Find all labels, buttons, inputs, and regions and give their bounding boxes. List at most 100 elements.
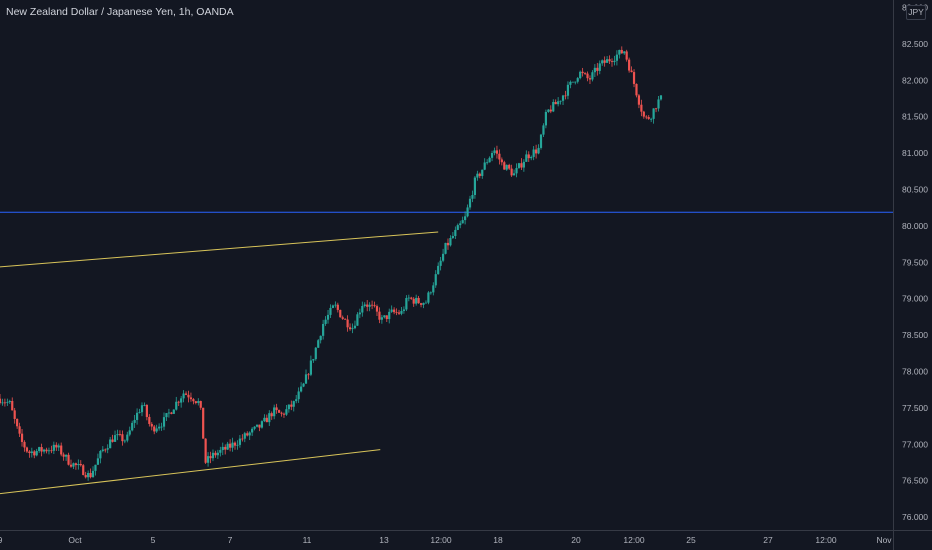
candle-body <box>564 95 567 97</box>
candle-body <box>182 393 185 399</box>
candle <box>116 429 119 441</box>
candle <box>620 46 623 54</box>
candle-body <box>419 303 423 305</box>
candle-body <box>510 168 513 176</box>
candle-body <box>373 305 376 307</box>
trendline-upper-channel[interactable] <box>0 231 439 268</box>
candle <box>216 449 219 459</box>
candle <box>265 414 268 423</box>
candle <box>522 159 525 172</box>
candle-body <box>106 448 109 450</box>
candle <box>591 70 594 82</box>
candle-body <box>645 116 648 118</box>
candle-body <box>456 225 459 230</box>
candle <box>131 420 134 432</box>
candle <box>437 262 440 275</box>
candle-body <box>28 451 31 454</box>
y-tick-label: 82.000 <box>902 75 928 85</box>
candle-body <box>427 292 430 303</box>
candle <box>561 94 565 106</box>
candle-body <box>353 325 357 329</box>
candle-body <box>104 449 107 451</box>
candle <box>623 51 626 55</box>
x-tick-label: 25 <box>686 535 696 545</box>
candle <box>290 400 293 411</box>
candle <box>358 308 361 319</box>
candle-body <box>62 454 65 457</box>
candle-body <box>209 456 212 459</box>
candle-body <box>307 374 310 376</box>
candle <box>231 437 234 452</box>
candle-body <box>424 302 428 304</box>
candle-body <box>397 312 401 314</box>
candle-body <box>155 428 158 432</box>
candle-body <box>202 407 205 439</box>
candle-body <box>642 111 645 117</box>
trendline-lower-channel[interactable] <box>0 449 381 495</box>
candle <box>495 145 499 159</box>
candle-body <box>471 194 474 199</box>
candle-body <box>512 173 516 176</box>
candle-body <box>89 472 92 478</box>
currency-label[interactable]: JPY <box>906 5 926 20</box>
candle-body <box>451 236 454 239</box>
candle-body <box>255 424 259 427</box>
candle <box>366 300 369 312</box>
candle <box>483 158 486 171</box>
candle <box>508 163 511 171</box>
plot-area[interactable] <box>0 46 893 495</box>
candle <box>326 309 330 324</box>
candle-body <box>172 409 175 414</box>
candle-body <box>613 60 616 63</box>
candle <box>295 395 298 404</box>
y-tick-label: 80.500 <box>902 185 928 195</box>
candle-body <box>339 309 342 318</box>
candle <box>397 309 401 316</box>
candle-body <box>121 434 124 442</box>
candle <box>503 160 506 170</box>
candle-body <box>393 309 396 313</box>
candle-body <box>38 447 41 452</box>
candle-body <box>344 318 347 320</box>
candle <box>393 307 396 315</box>
candle <box>588 75 592 84</box>
candle <box>287 404 290 413</box>
candle <box>368 302 371 312</box>
candle-body <box>581 71 584 74</box>
candle-body <box>370 304 374 306</box>
candle-body <box>113 435 117 442</box>
candle <box>50 445 53 454</box>
candle <box>353 320 357 330</box>
candle <box>417 295 420 304</box>
candle <box>500 157 503 166</box>
candle-body <box>243 433 246 439</box>
candle-body <box>630 70 633 73</box>
candle <box>642 110 645 119</box>
candle-body <box>486 162 489 164</box>
candle <box>297 387 300 403</box>
candle <box>153 424 156 435</box>
candle-body <box>295 399 298 402</box>
y-tick-label: 76.000 <box>902 512 928 522</box>
candle-body <box>375 306 379 312</box>
candle-body <box>275 407 278 411</box>
candle <box>38 446 41 453</box>
candle <box>603 56 606 67</box>
x-tick-label: 12:00 <box>623 535 645 545</box>
candle-body <box>618 49 621 55</box>
x-tick-label: 13 <box>379 535 389 545</box>
candle <box>160 422 163 431</box>
candle <box>596 62 599 76</box>
y-tick-label: 77.500 <box>902 403 928 413</box>
candle-body <box>20 433 24 442</box>
candle-body <box>94 464 97 471</box>
candle <box>277 409 281 413</box>
candle <box>610 58 614 67</box>
candle <box>525 150 528 162</box>
candle <box>172 409 175 414</box>
candle <box>344 318 347 320</box>
y-tick-label: 81.500 <box>902 112 928 122</box>
candle <box>187 390 190 403</box>
candle-body <box>459 223 462 226</box>
